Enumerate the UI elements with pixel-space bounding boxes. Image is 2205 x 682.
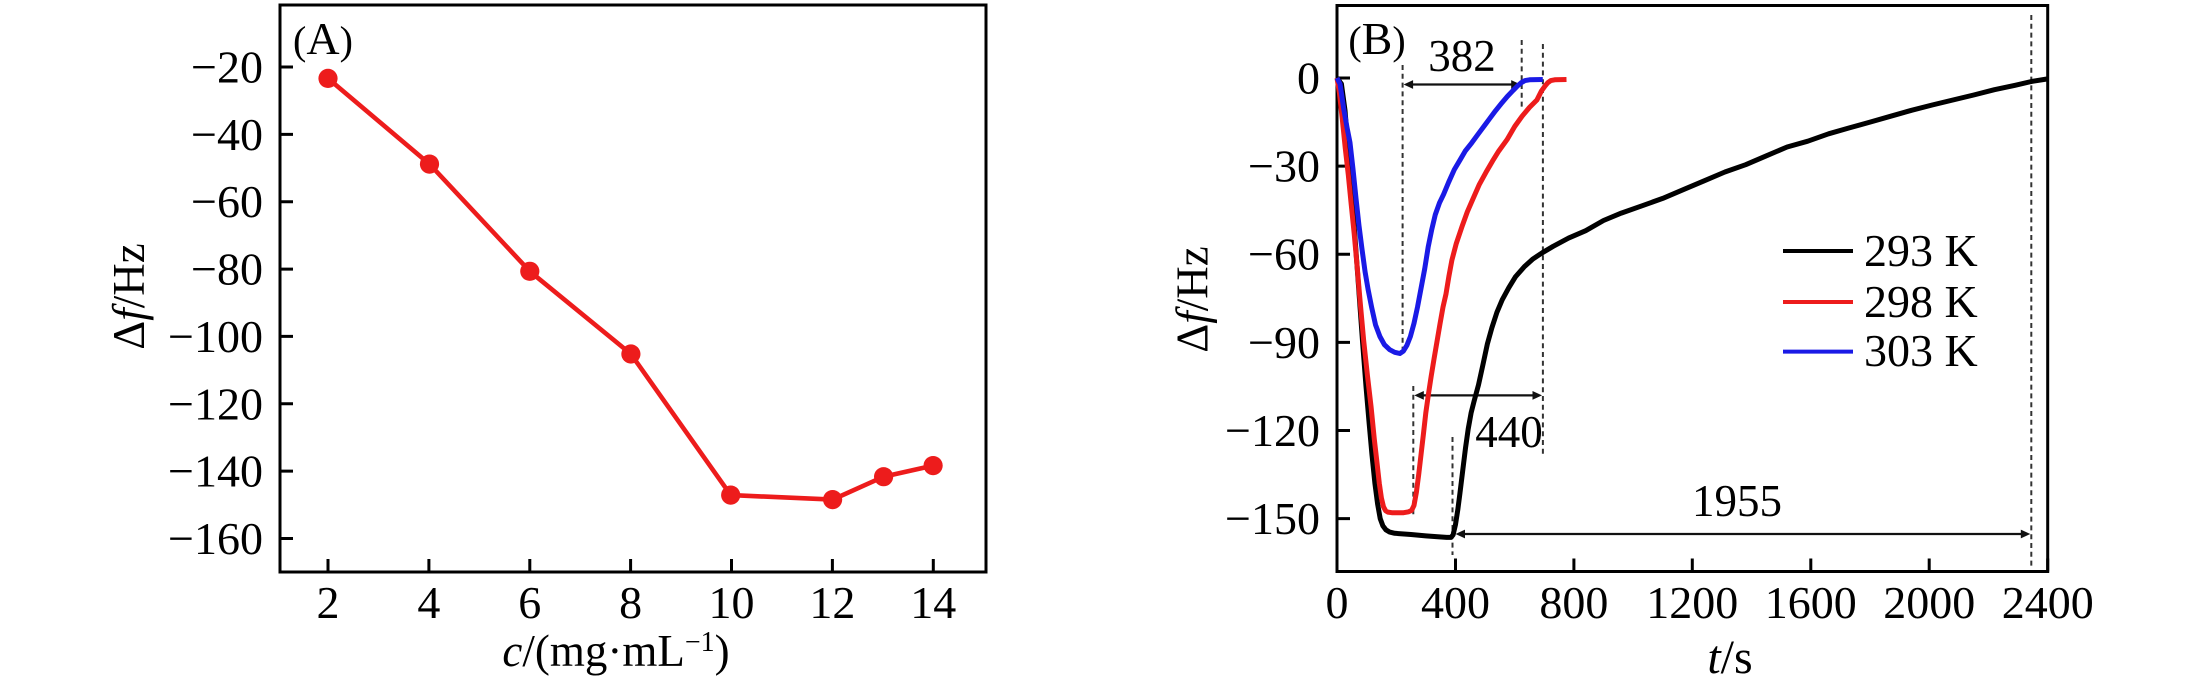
svg-text:−20: −20 bbox=[191, 42, 263, 93]
svg-text:382: 382 bbox=[1428, 31, 1496, 81]
svg-text:−60: −60 bbox=[191, 176, 263, 227]
svg-text:−150: −150 bbox=[1225, 493, 1320, 544]
svg-text:2400: 2400 bbox=[2002, 577, 2094, 628]
svg-text:0: 0 bbox=[1297, 53, 1320, 104]
svg-text:c/(mg·mL−1): c/(mg·mL−1) bbox=[502, 626, 729, 676]
svg-text:−90: −90 bbox=[1248, 317, 1320, 368]
svg-text:(A): (A) bbox=[293, 13, 353, 64]
svg-text:0: 0 bbox=[1326, 577, 1349, 628]
svg-text:−40: −40 bbox=[191, 109, 263, 160]
svg-text:6: 6 bbox=[518, 577, 541, 628]
svg-text:2: 2 bbox=[317, 577, 340, 628]
svg-text:1600: 1600 bbox=[1765, 577, 1857, 628]
svg-text:Δf/Hz: Δf/Hz bbox=[104, 243, 154, 349]
svg-text:−80: −80 bbox=[191, 244, 263, 295]
svg-text:(B): (B) bbox=[1348, 13, 1405, 64]
svg-text:−100: −100 bbox=[168, 311, 263, 362]
svg-text:10: 10 bbox=[709, 577, 755, 628]
svg-text:Δf/Hz: Δf/Hz bbox=[1168, 246, 1218, 352]
svg-text:12: 12 bbox=[809, 577, 855, 628]
svg-text:−30: −30 bbox=[1248, 141, 1320, 192]
svg-text:−120: −120 bbox=[168, 378, 263, 429]
svg-text:293 K: 293 K bbox=[1864, 225, 1978, 276]
svg-text:−160: −160 bbox=[168, 513, 263, 564]
svg-text:400: 400 bbox=[1421, 577, 1490, 628]
svg-text:800: 800 bbox=[1539, 577, 1608, 628]
svg-text:440: 440 bbox=[1475, 407, 1543, 457]
svg-text:1200: 1200 bbox=[1646, 577, 1738, 628]
svg-text:t/s: t/s bbox=[1707, 631, 1752, 677]
svg-text:2000: 2000 bbox=[1883, 577, 1975, 628]
svg-text:−120: −120 bbox=[1225, 405, 1320, 456]
svg-text:−60: −60 bbox=[1248, 229, 1320, 280]
svg-text:298 K: 298 K bbox=[1864, 276, 1978, 327]
svg-text:1955: 1955 bbox=[1692, 476, 1782, 526]
svg-text:4: 4 bbox=[417, 577, 440, 628]
svg-text:303 K: 303 K bbox=[1864, 325, 1978, 376]
svg-text:8: 8 bbox=[619, 577, 642, 628]
svg-text:14: 14 bbox=[910, 577, 956, 628]
svg-text:−140: −140 bbox=[168, 446, 263, 497]
